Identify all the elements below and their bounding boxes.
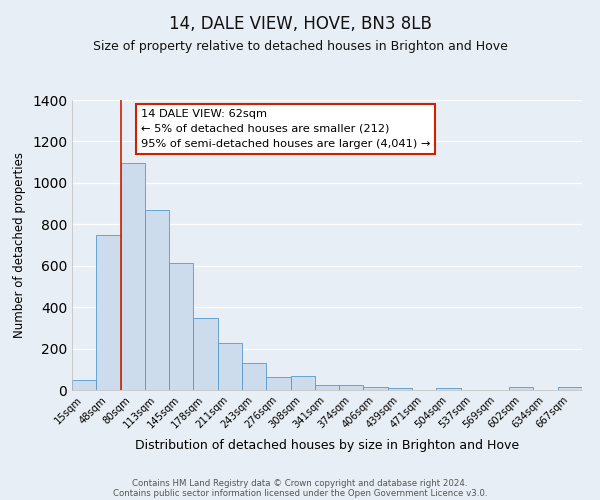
Bar [315, 385, 339, 390]
Text: Size of property relative to detached houses in Brighton and Hove: Size of property relative to detached ho… [92, 40, 508, 53]
Bar [558, 388, 582, 390]
Text: Contains HM Land Registry data © Crown copyright and database right 2024.: Contains HM Land Registry data © Crown c… [132, 478, 468, 488]
Bar [339, 386, 364, 390]
Bar [266, 377, 290, 390]
Bar [364, 387, 388, 390]
Bar [96, 234, 121, 390]
Text: 14 DALE VIEW: 62sqm
← 5% of detached houses are smaller (212)
95% of semi-detach: 14 DALE VIEW: 62sqm ← 5% of detached hou… [141, 108, 430, 149]
Bar [169, 262, 193, 390]
Text: 14, DALE VIEW, HOVE, BN3 8LB: 14, DALE VIEW, HOVE, BN3 8LB [169, 15, 431, 33]
Bar [145, 210, 169, 390]
Y-axis label: Number of detached properties: Number of detached properties [13, 152, 26, 338]
Bar [72, 380, 96, 390]
Text: Contains public sector information licensed under the Open Government Licence v3: Contains public sector information licen… [113, 488, 487, 498]
Bar [218, 343, 242, 390]
X-axis label: Distribution of detached houses by size in Brighton and Hove: Distribution of detached houses by size … [135, 439, 519, 452]
Bar [290, 376, 315, 390]
Bar [193, 318, 218, 390]
Bar [509, 388, 533, 390]
Bar [121, 163, 145, 390]
Bar [388, 388, 412, 390]
Bar [436, 388, 461, 390]
Bar [242, 363, 266, 390]
